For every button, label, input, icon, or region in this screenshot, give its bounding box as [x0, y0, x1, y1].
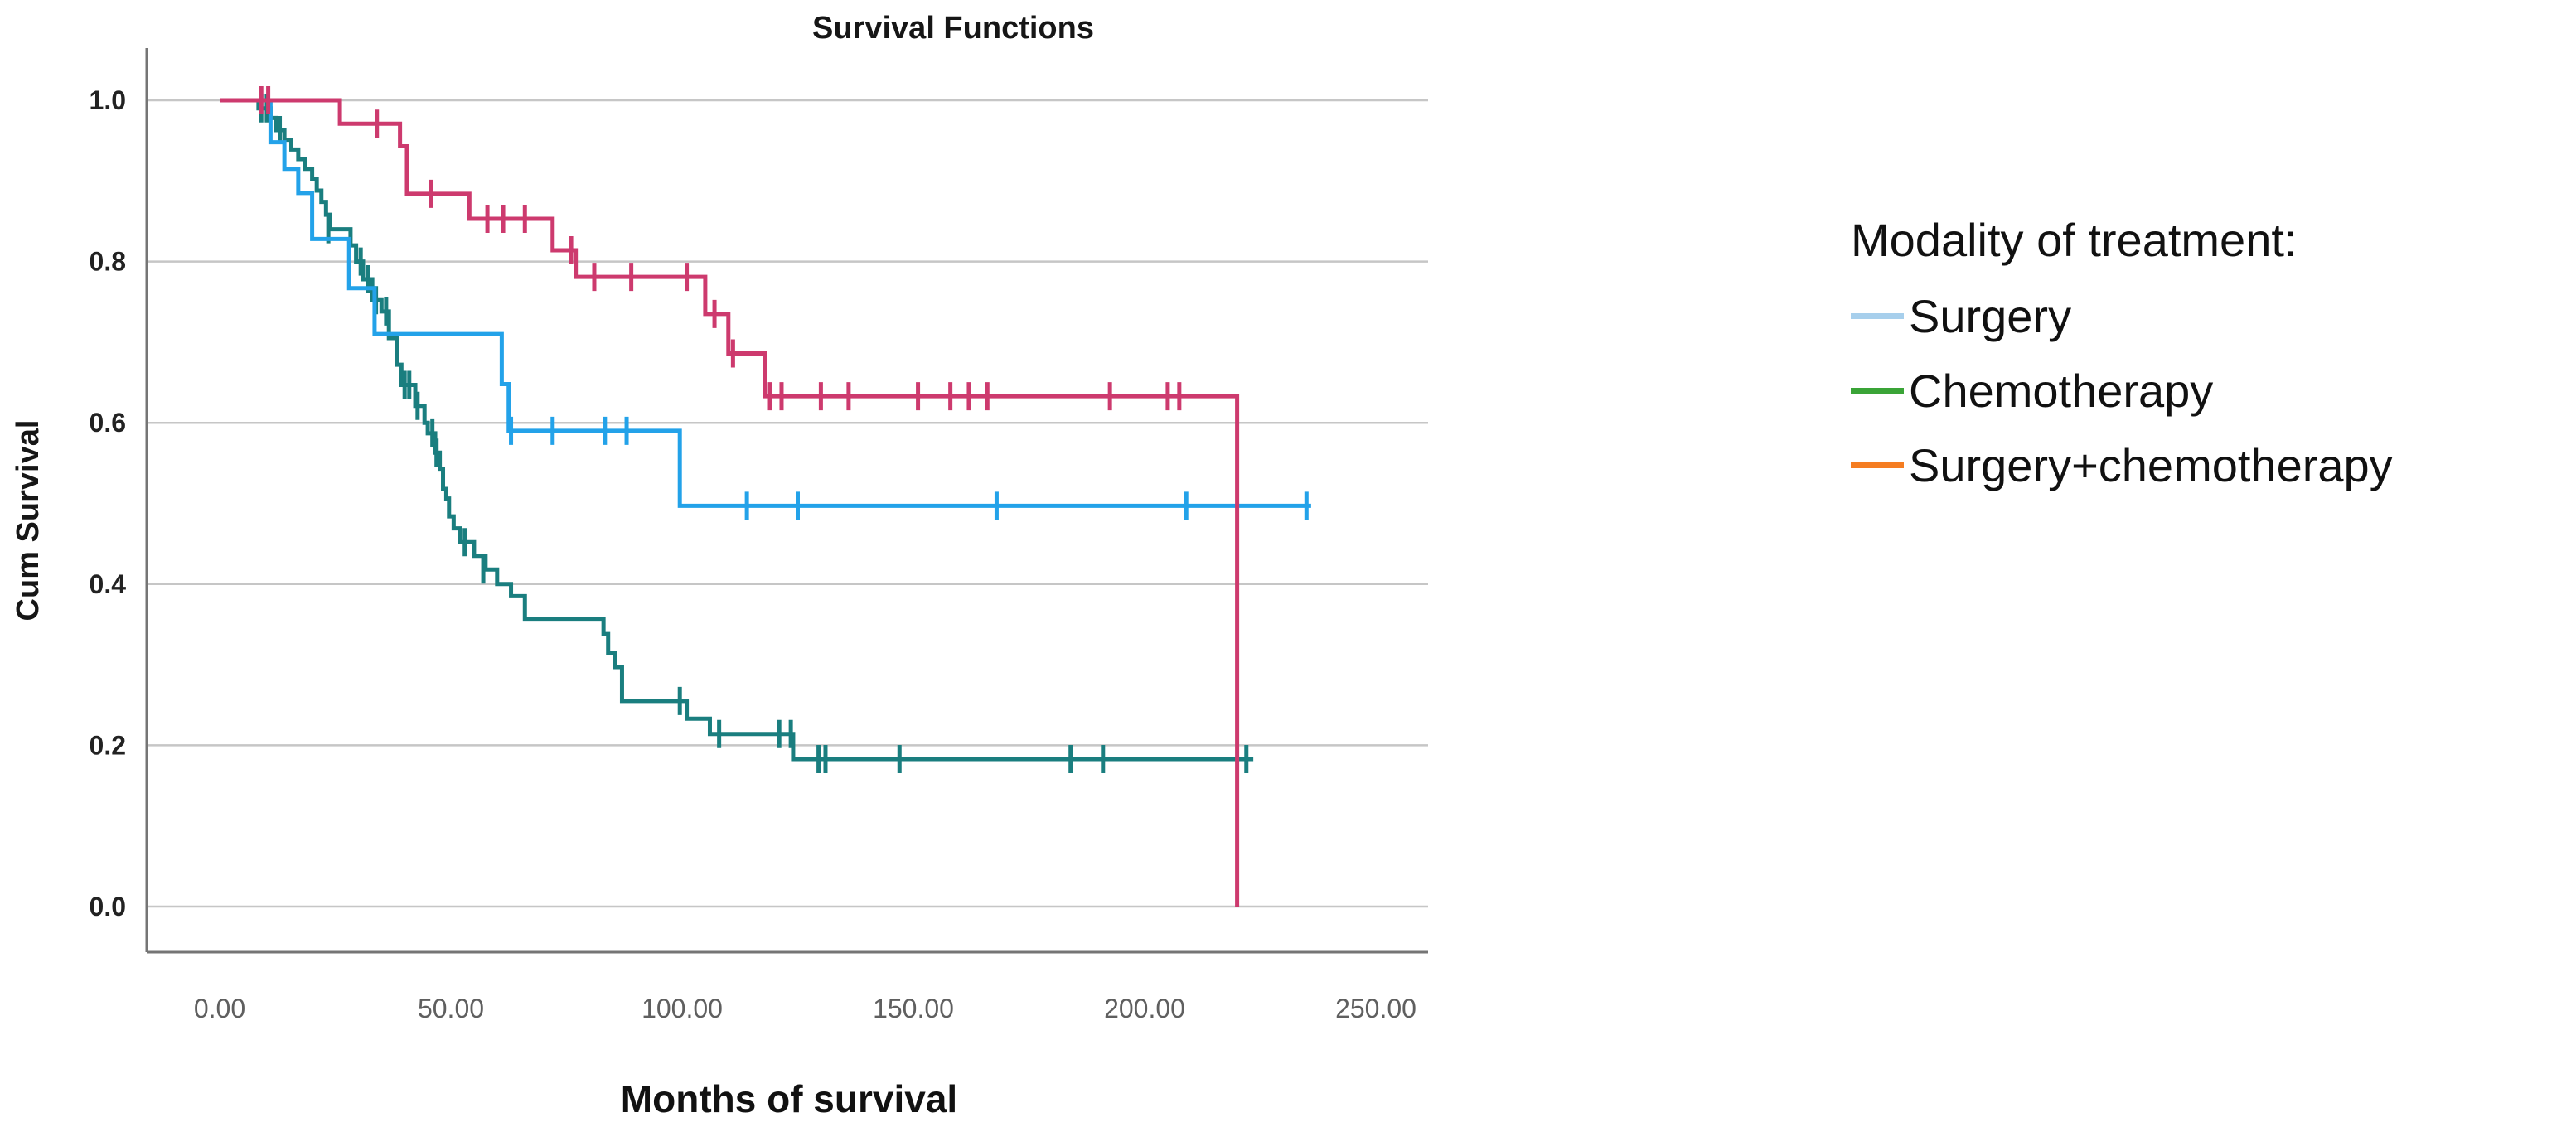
chemotherapy-line-swatch	[1851, 387, 1904, 394]
y-axis-label: Cum Survival	[11, 420, 46, 622]
legend: Modality of treatment: Surgery Chemother…	[1851, 214, 2393, 502]
x-tick-label: 50.00	[418, 994, 484, 1023]
y-tick-label: 0.4	[90, 569, 127, 599]
censor-marks-surgery	[509, 416, 1309, 520]
x-tick-label: 150.00	[873, 994, 954, 1023]
legend-item-surgery: Surgery	[1851, 278, 2393, 353]
x-tick-label: 200.00	[1104, 994, 1185, 1023]
y-tick-label: 0.2	[90, 730, 126, 760]
legend-label: Surgery	[1909, 289, 2072, 342]
tick-labels: 1.0 0.8 0.6 0.4 0.2 0.0 0.00 50.00 100.00 150.00 2…	[90, 85, 1416, 1023]
axes	[145, 48, 1428, 954]
y-tick-label: 0.6	[90, 408, 126, 438]
x-tick-label: 0.00	[194, 994, 245, 1023]
surgery-line-swatch	[1851, 312, 1904, 319]
legend-title: Modality of treatment:	[1851, 214, 2298, 266]
legend-item-chemotherapy: Chemotherapy	[1851, 353, 2393, 428]
legend-label: Chemotherapy	[1909, 364, 2214, 417]
chart-svg: 1.0 0.8 0.6 0.4 0.2 0.0 0.00 50.00 100.00 150.00 2…	[11, 11, 1428, 1120]
surgery-chemotherapy-line-swatch	[1851, 462, 1904, 468]
legend-item-surgery-chemotherapy: Surgery+chemotherapy	[1851, 428, 2393, 502]
survival-curve-surgery	[220, 98, 1311, 508]
x-axis-label: Months of survival	[621, 1077, 957, 1120]
legend-label: Surgery+chemotherapy	[1909, 438, 2393, 491]
survival-curve-surgery-chemotherapy	[220, 98, 1240, 907]
censor-marks-surgery-chemotherapy	[259, 86, 1182, 411]
survival-curve-chemotherapy	[220, 98, 1254, 762]
survival-curves	[220, 86, 1311, 907]
chart-title: Survival Functions	[812, 11, 1094, 46]
x-tick-label: 250.00	[1335, 994, 1416, 1023]
censor-marks-chemotherapy	[259, 94, 1249, 773]
y-tick-label: 0.0	[90, 892, 126, 921]
y-tick-label: 0.8	[90, 247, 126, 277]
y-tick-label: 1.0	[90, 85, 126, 115]
x-tick-label: 100.00	[642, 994, 723, 1023]
